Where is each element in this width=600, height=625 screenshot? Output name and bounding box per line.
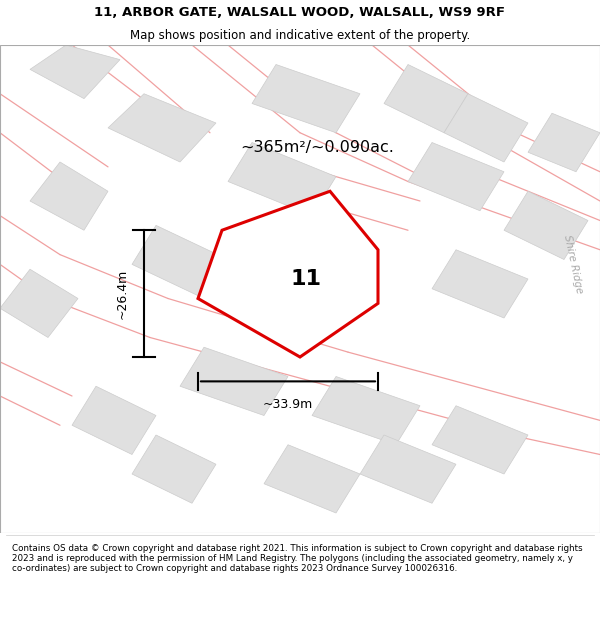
- Text: ~33.9m: ~33.9m: [263, 399, 313, 411]
- Polygon shape: [432, 250, 528, 318]
- Polygon shape: [0, 269, 78, 338]
- Polygon shape: [30, 162, 108, 230]
- Polygon shape: [132, 435, 216, 503]
- Polygon shape: [198, 191, 378, 357]
- Polygon shape: [360, 435, 456, 503]
- Text: Shire Ridge: Shire Ridge: [562, 234, 584, 294]
- Polygon shape: [264, 445, 360, 513]
- Polygon shape: [504, 191, 588, 259]
- Polygon shape: [72, 386, 156, 454]
- Polygon shape: [132, 226, 228, 299]
- Polygon shape: [312, 376, 420, 445]
- Text: 11: 11: [290, 269, 322, 289]
- Polygon shape: [30, 45, 120, 99]
- Text: 11, ARBOR GATE, WALSALL WOOD, WALSALL, WS9 9RF: 11, ARBOR GATE, WALSALL WOOD, WALSALL, W…: [95, 6, 505, 19]
- Polygon shape: [180, 348, 288, 416]
- Polygon shape: [444, 94, 528, 162]
- Polygon shape: [252, 64, 360, 132]
- Polygon shape: [108, 94, 216, 162]
- Text: Map shows position and indicative extent of the property.: Map shows position and indicative extent…: [130, 29, 470, 42]
- Polygon shape: [528, 113, 600, 172]
- Text: Contains OS data © Crown copyright and database right 2021. This information is : Contains OS data © Crown copyright and d…: [12, 544, 583, 573]
- Text: ~365m²/~0.090ac.: ~365m²/~0.090ac.: [240, 140, 394, 155]
- Polygon shape: [228, 142, 336, 216]
- Text: ~26.4m: ~26.4m: [116, 269, 129, 319]
- Polygon shape: [384, 64, 468, 132]
- Polygon shape: [432, 406, 528, 474]
- Polygon shape: [408, 142, 504, 211]
